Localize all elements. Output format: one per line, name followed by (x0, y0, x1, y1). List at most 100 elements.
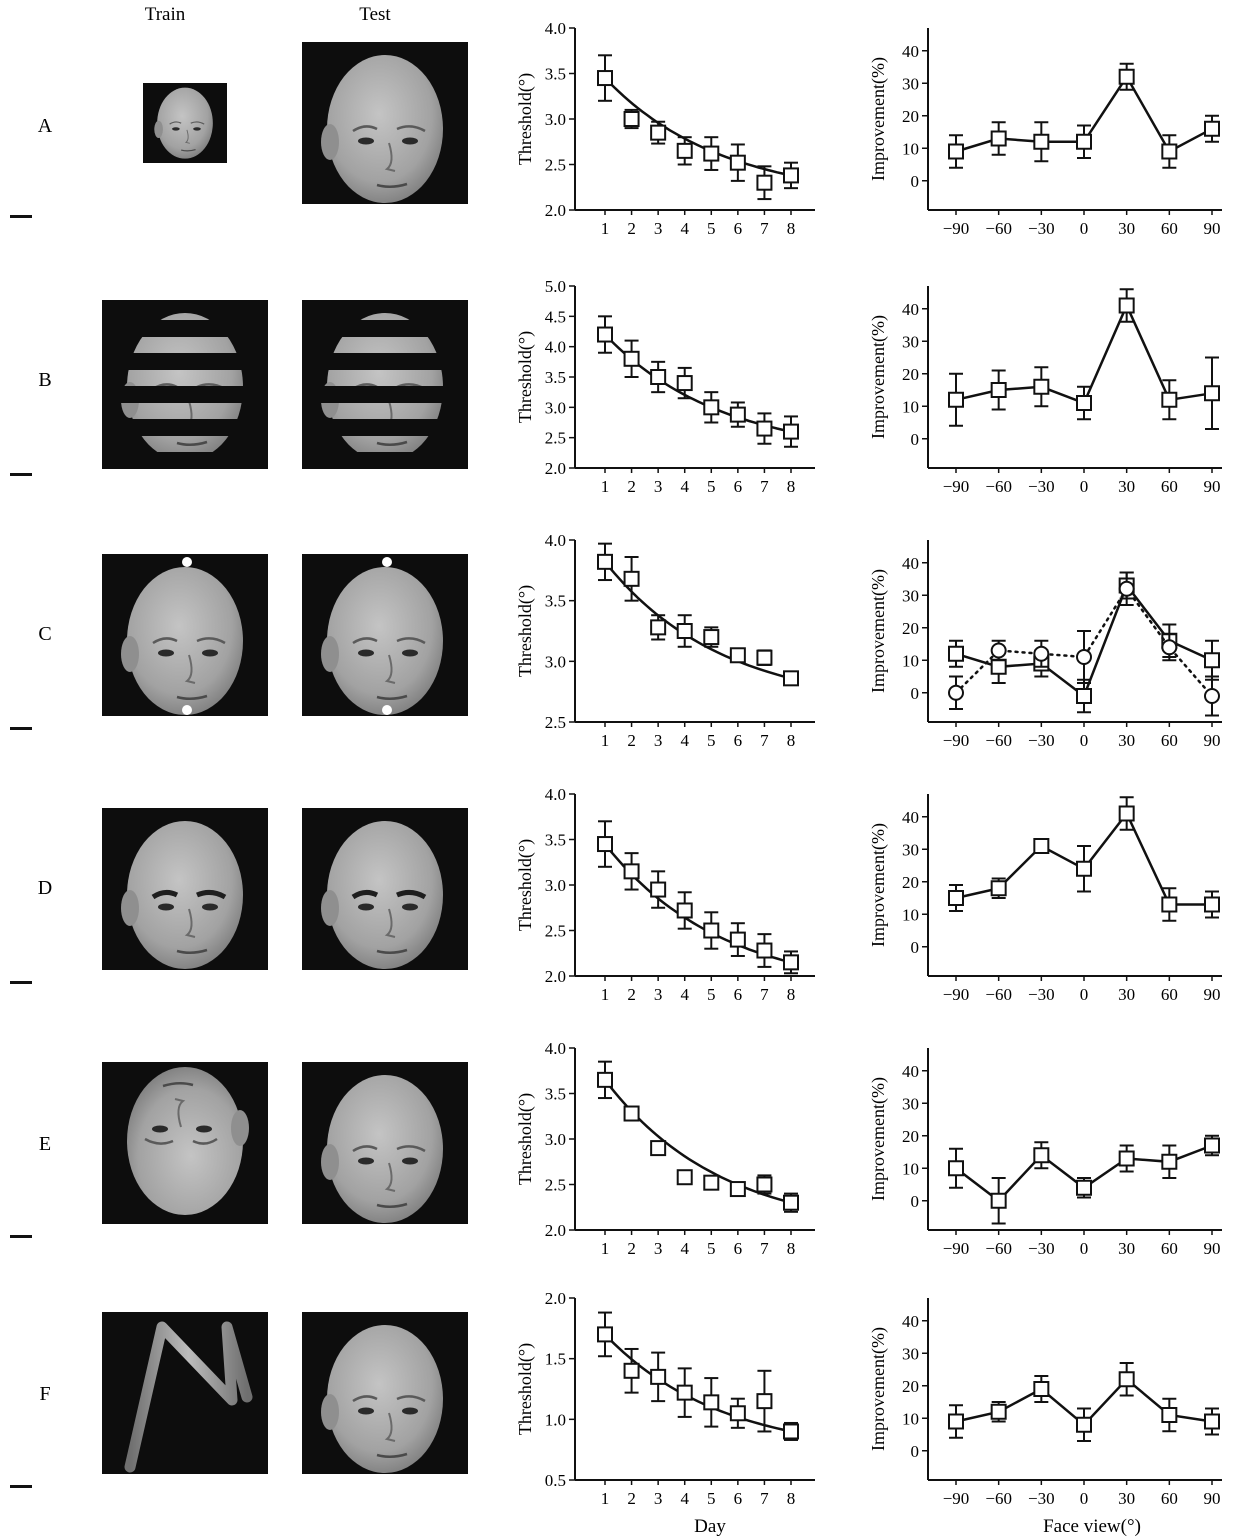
data-point-circle (1120, 582, 1134, 596)
data-point-square (949, 393, 963, 407)
x-tick-label: −30 (1028, 985, 1055, 1004)
eye-right (402, 1408, 418, 1415)
improvement-chart: 0 10 20 30 40 −90 −60 −30 0 30 60 90 Improvement(%) (868, 286, 1222, 496)
data-point-square (1205, 898, 1219, 912)
threshold-chart: 0.51.01.52.01 2 3 4 5 6 7 8Threshold(°) (515, 1289, 815, 1508)
x-tick-label: 6 (734, 985, 743, 1004)
x-tick-label: 90 (1204, 985, 1221, 1004)
x-tick-label: −60 (985, 1239, 1012, 1258)
x-tick-label: 60 (1161, 1489, 1178, 1508)
data-point-square (992, 132, 1006, 146)
head-shape (327, 567, 443, 715)
ear-shape (121, 636, 139, 672)
data-point-square (949, 891, 963, 905)
data-point-square (1162, 898, 1176, 912)
y-tick-label: 3.0 (545, 398, 566, 417)
eye-left (358, 904, 374, 911)
y-tick-label: 4.5 (545, 307, 566, 326)
x-tick-label: −90 (943, 1239, 970, 1258)
y-tick-label: 0 (911, 430, 920, 449)
y-tick-label: 40 (902, 1312, 919, 1331)
data-point-square (992, 660, 1006, 674)
data-point-square (784, 425, 798, 439)
data-point-square (704, 630, 718, 644)
x-tick-label: 60 (1161, 985, 1178, 1004)
eye-left (358, 650, 374, 657)
x-tick-label: 8 (787, 1489, 796, 1508)
data-point-square (992, 383, 1006, 397)
x-tick-label: 4 (680, 731, 689, 750)
row-separator-mark (10, 981, 32, 984)
eye-left (196, 1126, 212, 1133)
occluding-stripe (102, 452, 268, 469)
data-point-square (651, 126, 665, 140)
data-point-square (731, 408, 745, 422)
data-point-square (598, 837, 612, 851)
eye-left (172, 127, 180, 130)
x-tick-label: 8 (787, 1239, 796, 1258)
y-tick-label: 3.0 (545, 110, 566, 129)
data-point-square (731, 1182, 745, 1196)
y-tick-label: 20 (902, 1377, 919, 1396)
test-stimulus-image (302, 1312, 468, 1474)
y-tick-label: 30 (902, 840, 919, 859)
data-point-square (704, 147, 718, 161)
x-tick-label: 5 (707, 1239, 716, 1258)
occluding-stripe (302, 419, 468, 436)
data-point-square (757, 651, 771, 665)
data-point-square (598, 328, 612, 342)
x-tick-label: −60 (985, 731, 1012, 750)
y-tick-label: 3.5 (545, 368, 566, 387)
x-tick-label: 3 (654, 219, 663, 238)
ear-shape (321, 124, 339, 160)
y-tick-label: 20 (902, 107, 919, 126)
y-tick-label: 30 (902, 1344, 919, 1363)
data-point-square (704, 400, 718, 414)
test-stimulus-image (302, 554, 468, 716)
x-tick-label: 8 (787, 477, 796, 496)
head-shape (127, 567, 243, 715)
y-tick-label: 4.0 (545, 338, 566, 357)
data-point-square (1162, 145, 1176, 159)
data-point-square (704, 1395, 718, 1409)
x-tick-label: 7 (760, 1239, 769, 1258)
x-tick-label: 2 (627, 1489, 636, 1508)
x-tick-label: 4 (680, 219, 689, 238)
y-tick-label: 3.5 (545, 831, 566, 850)
data-point-square (1034, 839, 1048, 853)
data-point-square (992, 1194, 1006, 1208)
x-tick-label: −60 (985, 477, 1012, 496)
y-axis-label: Threshold(°) (515, 331, 536, 423)
x-tick-label: 30 (1118, 731, 1135, 750)
x-tick-label: 5 (707, 219, 716, 238)
x-tick-label: 0 (1080, 477, 1089, 496)
y-tick-label: 3.5 (545, 1085, 566, 1104)
occluding-stripe (102, 320, 268, 337)
x-tick-label: −60 (985, 1489, 1012, 1508)
data-point-square (678, 903, 692, 917)
eye-left (158, 904, 174, 911)
improvement-chart: 0 10 20 30 40 −90 −60 −30 0 30 60 90 Improvement(%) (868, 794, 1222, 1004)
y-tick-label: 2.0 (545, 459, 566, 478)
data-point-circle (1077, 650, 1091, 664)
eye-right (402, 1158, 418, 1165)
x-tick-label: 90 (1204, 731, 1221, 750)
y-tick-label: 40 (902, 554, 919, 573)
row-label: E (39, 1133, 51, 1155)
occluding-stripe (102, 353, 268, 370)
x-tick-label: 3 (654, 1489, 663, 1508)
data-point-square (784, 671, 798, 685)
data-point-square (1162, 393, 1176, 407)
x-tick-label: 1 (601, 731, 610, 750)
x-tick-label: 2 (627, 477, 636, 496)
y-tick-label: 5.0 (545, 277, 566, 296)
test-stimulus-image (302, 808, 468, 970)
x-tick-label: 30 (1118, 477, 1135, 496)
data-point-square (1077, 862, 1091, 876)
ear-shape (321, 636, 339, 672)
data-point-square (1120, 1152, 1134, 1166)
y-tick-label: 2.5 (545, 922, 566, 941)
data-point-square (625, 1107, 639, 1121)
head-shape (157, 88, 213, 159)
y-tick-label: 20 (902, 365, 919, 384)
